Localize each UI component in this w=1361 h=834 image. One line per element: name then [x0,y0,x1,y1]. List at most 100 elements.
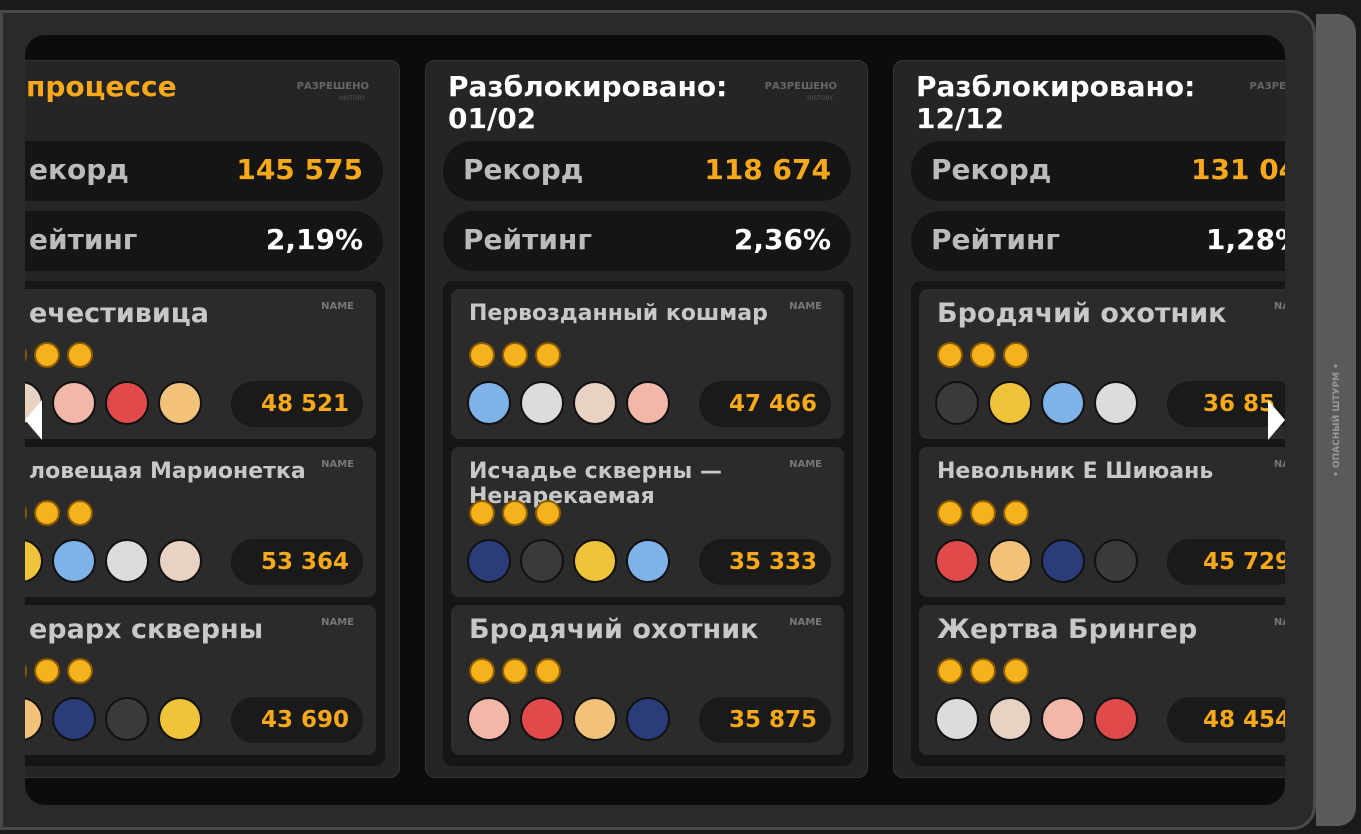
avatar [626,697,670,741]
avatar [105,539,149,583]
avatar [467,539,511,583]
boss-score: 47 466 [728,391,817,417]
coin-icon [937,342,963,368]
avatar [52,697,96,741]
boss-tag: NAME [789,459,822,470]
coin-icon [34,658,60,684]
record-label: Рекорд [463,153,584,186]
coin-icon [970,658,996,684]
boss-tag: NA [1273,301,1285,312]
side-tab [1316,14,1356,826]
avatar [158,539,202,583]
coin-icon [970,342,996,368]
boss-entry[interactable]: Бродячий охотник NA 36 85 [919,289,1285,439]
boss-name: Жертва Брингер [937,614,1198,645]
avatar [467,381,511,425]
avatar [573,697,617,741]
avatar [573,381,617,425]
boss-score: 45 729 [1203,549,1285,575]
boss-tag: NAME [321,617,354,628]
boss-entry[interactable]: ечестивица NAME 48 521 [25,289,376,439]
boss-list: ечестивица NAME 48 521 ловещая Марионетка NA… [25,281,385,766]
avatar [520,381,564,425]
avatar [1041,539,1085,583]
score-pill: 36 85 [1167,381,1285,427]
boss-entry[interactable]: Жертва Брингер NA 48 454 [919,605,1285,755]
arrow-right[interactable] [1268,400,1285,440]
coin-icon [469,342,495,368]
avatar [573,539,617,583]
coin-icon [1003,342,1029,368]
boss-name: ечестивица [29,298,209,329]
boss-score: 48 521 [260,391,349,417]
coin-icon [25,500,27,526]
avatar [626,539,670,583]
score-pill: 53 364 [231,539,363,585]
boss-entry[interactable]: Невольник Е Шиюань NA 45 729 [919,447,1285,597]
boss-name: Невольник Е Шиюань [937,459,1214,484]
boss-entry[interactable]: ерарх скверны NAME 43 690 [25,605,376,755]
rating-label: ейтинг [29,223,138,256]
column-title: Разблокировано: 01/02 [448,70,728,135]
boss-entry[interactable]: ловещая Марионетка NAME 53 364 [25,447,376,597]
boss-score: 48 454 [1203,707,1285,733]
boss-name: Бродячий охотник [937,298,1227,329]
coin-icon [1003,500,1029,526]
record-row: Рекорд 118 674 [443,141,851,201]
boss-name: ловещая Марионетка [29,459,306,484]
avatar [105,381,149,425]
record-row: екорд 145 575 [25,141,383,201]
rating-row: Рейтинг 2,36% [443,211,851,271]
avatar [1094,539,1138,583]
coin-icon [1003,658,1029,684]
arrow-left[interactable] [25,400,42,440]
avatar [935,381,979,425]
avatar [25,539,43,583]
coin-icon [67,342,93,368]
rating-value: 2,36% [733,223,831,256]
avatar [988,539,1032,583]
record-label: Рекорд [931,153,1052,186]
coin-icon [535,658,561,684]
status-sub: HISTORY [339,95,365,102]
boss-entry[interactable]: Исчадье скверны — Ненарекаемая NAME 35 333 [451,447,844,597]
boss-entry[interactable]: Первозданный кошмар NAME 47 466 [451,289,844,439]
coin-icon [970,500,996,526]
rating-value: 1,28% [1206,223,1285,256]
boss-name: Бродячий охотник [469,614,759,645]
score-pill: 35 333 [699,539,831,585]
avatar [520,697,564,741]
boss-tag: NAME [321,459,354,470]
boss-list: Первозданный кошмар NAME 47 466 Исчадье скв… [443,281,853,766]
boss-score: 43 690 [260,707,349,733]
side-label: • ОПАСНЫЙ ШТУРМ • [1332,363,1342,477]
score-pill: 35 875 [699,697,831,743]
score-pill: 48 521 [231,381,363,427]
avatar [25,697,43,741]
coin-icon [502,658,528,684]
coin-icon [25,342,27,368]
boss-tag: NAME [321,301,354,312]
coin-icon [535,500,561,526]
coin-icon [34,500,60,526]
rating-label: Рейтинг [463,223,592,256]
coin-icon [67,658,93,684]
score-pill: 43 690 [231,697,363,743]
avatar [988,697,1032,741]
avatar [52,381,96,425]
record-value: 131 04 [1191,153,1285,186]
status-sub: HISTORY [807,95,833,102]
avatar [158,381,202,425]
record-value: 145 575 [236,153,363,186]
score-pill: 47 466 [699,381,831,427]
record-label: екорд [29,153,129,186]
coin-icon [469,500,495,526]
avatar [935,539,979,583]
avatar [158,697,202,741]
score-pill: 48 454 [1167,697,1285,743]
avatar [1094,697,1138,741]
boss-entry[interactable]: Бродячий охотник NAME 35 875 [451,605,844,755]
column-title: Разблокировано: 12/12 [916,70,1196,135]
boss-name: ерарх скверны [29,614,264,645]
